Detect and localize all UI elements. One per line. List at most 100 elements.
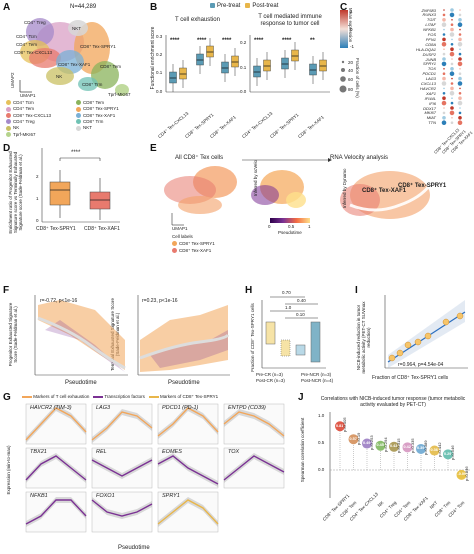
- c-dot: [442, 52, 446, 56]
- c-dot: [457, 81, 463, 86]
- a-label-cxcl13: CD8⁺ Tex-CXCL13: [14, 50, 53, 55]
- b-yt1-0: 0.0: [156, 89, 163, 94]
- g-gene-label: EOMES: [162, 449, 182, 455]
- c-gene-19: IFI6: [429, 100, 436, 106]
- g-gene-label: LAG3: [96, 405, 111, 411]
- c-gene-5: FOS: [427, 32, 436, 37]
- panel-e-letter: E: [150, 143, 157, 154]
- g-gene-label: REL: [96, 449, 107, 455]
- b-sig-0: ****: [170, 38, 180, 44]
- a-legend-item: CD8⁺ Tex-CXCL13: [6, 113, 76, 118]
- g-panel-frame: [157, 491, 219, 533]
- g-trend-line: [25, 499, 87, 525]
- c-dot: [442, 92, 446, 95]
- d-yt-2: 2: [36, 174, 39, 179]
- e-lab-spry1: CD8⁺ Tex-SPRY1: [398, 183, 447, 189]
- j-r-label: 0.45: [376, 443, 384, 448]
- c-dot: [459, 28, 461, 31]
- b-yt2-0: 0.0: [240, 89, 247, 94]
- a-legend-dot: [76, 106, 81, 112]
- c-frac-title: [339, 58, 369, 99]
- a-legend-text: CD4⁺ Treg: [13, 118, 35, 124]
- a-label-xaf1: CD8⁺ Tex-XAF1: [58, 62, 91, 67]
- c-dot: [443, 87, 445, 90]
- panel-i-letter: I: [355, 285, 358, 296]
- c-dot: [442, 37, 446, 42]
- j-p-label: p=0.846: [463, 466, 469, 481]
- c-dot: [441, 81, 447, 86]
- j-title: Correlations with NICB-induced tumor res…: [320, 396, 466, 408]
- a-label-trm: CD8⁺ Trm: [82, 82, 103, 87]
- a-cell-count: N=44,289: [70, 4, 97, 10]
- c-legend-val-m1: -1: [350, 44, 355, 49]
- c-gene-17: XAF1: [425, 90, 436, 96]
- h-p-1: 0.40: [297, 298, 306, 303]
- h-legend: Pre-CR (n=3) Pre-NCR (n=3) Post-CR (n=3)…: [256, 372, 346, 383]
- d-yt-0: 0: [36, 218, 39, 223]
- c-gene-15: CXCL13: [420, 81, 436, 86]
- g-xlabel: Pseudotime: [118, 545, 150, 551]
- c-gene-14: LAG3: [425, 76, 436, 82]
- c-dot: [458, 13, 462, 17]
- b-legend: Pre-treat Post-treat: [210, 3, 278, 10]
- c-dot: [450, 62, 454, 66]
- j-p-label: p=0.315: [396, 438, 401, 453]
- h-legend-2: Post-CR (n=3): [256, 378, 285, 383]
- g-ci-band: [158, 405, 218, 439]
- j-yt-0: 0.0: [318, 467, 325, 472]
- c-dot: [458, 18, 462, 22]
- e-pt-1: 1: [308, 224, 311, 229]
- g-gene-label: FOXO1: [96, 493, 115, 499]
- g-ci-band: [26, 497, 86, 527]
- e-legend-spry1: CD8⁺ Tex-SPRY1: [172, 241, 215, 247]
- j-dot: [416, 443, 426, 454]
- d-sig: ****: [71, 150, 81, 156]
- j-p-label: p=0.389: [423, 440, 428, 455]
- c-gene-7: CD8A: [425, 41, 436, 47]
- e-legend-xaf1-text: CD8⁺ Tex-XAF1: [179, 248, 212, 253]
- c-dot: [457, 22, 463, 28]
- j-p-label: p=0.335: [409, 438, 415, 454]
- c-frac-60: 60: [348, 77, 354, 82]
- e-title-1: All CD8⁺ Tex cells: [175, 155, 224, 161]
- c-gene-16: HAVCR2: [419, 85, 436, 91]
- c-dot: [442, 76, 446, 81]
- e-umap1: UMAP1: [172, 226, 188, 231]
- c-gene-6: PFN1: [425, 36, 436, 42]
- c-dot: [451, 117, 453, 119]
- e-pt-05: 0.5: [288, 224, 295, 229]
- g-gene-label: TBX21: [30, 449, 47, 455]
- b-box: [169, 71, 177, 84]
- f-stat-2: r=0.23, p<1e-16: [142, 298, 178, 304]
- c-gene-10: JUNB: [425, 56, 436, 62]
- c-gene-18: IFI44L: [424, 95, 436, 101]
- g-legend-line-2: [148, 396, 159, 398]
- c-gene-20: DDX17: [423, 105, 436, 111]
- b-box: [253, 65, 261, 78]
- e-pseudotime-bar: [270, 218, 310, 223]
- c-dot: [450, 23, 454, 27]
- g-trend-line: [223, 411, 285, 437]
- a-label-nk: NK: [56, 74, 63, 79]
- c-gene-22: MIAT: [426, 115, 436, 121]
- f-stat-1: r=-0.72, p<1e-16: [40, 298, 78, 304]
- c-dot: [443, 9, 445, 11]
- a-legend-item: Tprf-MKI67: [6, 132, 76, 137]
- a-legend-dot: [6, 112, 11, 118]
- j-dot: [456, 469, 467, 480]
- a-legend-dot: [76, 125, 81, 131]
- c-dot: [450, 82, 454, 85]
- b-box: [281, 57, 289, 70]
- panel-a-letter: A: [3, 2, 11, 13]
- g-panel-frame: [25, 447, 87, 489]
- c-gene-0: ZNF683: [421, 7, 436, 13]
- a-legend-text: NK: [13, 125, 20, 131]
- a-legend-dot: [76, 100, 81, 106]
- a-legend: CD4⁺ Tcm CD8⁺ Tem CD4⁺ Tem CD8⁺ Tex-SPRY1 CD…: [6, 100, 146, 137]
- a-legend-text: CD8⁺ Tex-CXCL13: [13, 112, 52, 118]
- b-title-2: T cell mediated immune response to tumor…: [258, 14, 322, 27]
- h-legend-0: Pre-CR (n=3): [256, 372, 283, 377]
